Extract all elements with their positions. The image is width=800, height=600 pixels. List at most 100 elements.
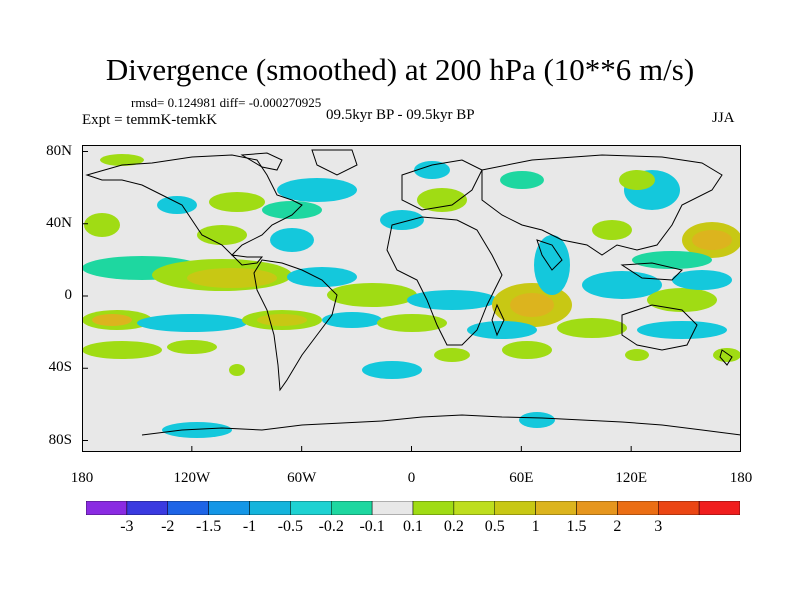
field-blob (414, 161, 450, 179)
colorbar-segment (249, 501, 291, 515)
lat-label: 80S (48, 431, 72, 448)
field-blob (157, 196, 197, 214)
coast-australia (621, 304, 698, 351)
field-blob (417, 188, 467, 212)
colorbar-segment (698, 501, 740, 515)
lat-label: 80N (46, 142, 72, 159)
colorbar-label: -3 (120, 518, 134, 535)
colorbar-label: 1.5 (566, 518, 587, 535)
field-blob (557, 318, 627, 338)
field-blob (672, 270, 732, 290)
coast-africa (386, 216, 503, 346)
lon-label: 180 (70, 470, 94, 486)
lat-label: 40S (48, 359, 72, 376)
map-frame (82, 145, 741, 452)
coast-india (536, 239, 563, 271)
colorbar-label: -0.5 (277, 518, 304, 535)
field-blob (377, 314, 447, 332)
field-blob (137, 314, 247, 332)
field-blob (467, 321, 537, 339)
colorbar-segment (535, 501, 577, 515)
colorbar-segment (576, 501, 618, 515)
season-label: JJA (712, 110, 735, 126)
field-blob (209, 192, 265, 212)
field-blob (500, 171, 544, 189)
colorbar-segment (371, 501, 414, 515)
field-blob (582, 271, 662, 299)
field-blob (229, 364, 245, 376)
lon-label: 120E (615, 470, 647, 486)
field-blob (100, 154, 144, 166)
field-blob (407, 290, 497, 310)
field-blob (692, 230, 732, 250)
field-blob (262, 201, 322, 219)
colorbar-label: -0.2 (318, 518, 344, 535)
field-blob (619, 170, 655, 190)
field-blob (82, 341, 162, 359)
coast-new-zealand (719, 349, 733, 366)
colorbar-segment (658, 501, 700, 515)
coast-north-america (85, 154, 303, 266)
colorbar-label: -1 (242, 518, 257, 535)
field-blob (270, 228, 314, 252)
rmsd-diff-text: rmsd= 0.124981 diff= -0.000270925 (131, 95, 322, 110)
colorbar-segment (617, 501, 659, 515)
field-blob (287, 267, 357, 287)
field-blob (637, 321, 727, 339)
coast-madagascar (491, 303, 505, 337)
field-blob (519, 412, 555, 428)
coast-greenland (311, 149, 358, 176)
colorbar-segment (126, 501, 168, 515)
coast-south-america (253, 259, 338, 392)
colorbar-label: 0.1 (403, 518, 423, 535)
experiment-label: Expt = temmK-temkK (82, 112, 218, 128)
coast-europe (401, 159, 483, 211)
colorbar-label: 1 (531, 518, 540, 535)
coast-asia (481, 154, 723, 256)
colorbar-label: -2 (161, 518, 175, 535)
field-blob (502, 341, 552, 359)
coast-antarctica (141, 414, 741, 436)
field-blob (197, 225, 247, 245)
colorbar-label: 3 (654, 518, 663, 535)
lon-label: 0 (407, 470, 416, 486)
lat-label: 40N (46, 214, 72, 231)
field-blob (92, 314, 132, 326)
colorbar-label: 0.2 (443, 518, 464, 535)
colorbar-label: 2 (613, 518, 622, 535)
lon-label: 60W (287, 470, 317, 486)
field-blob (84, 213, 120, 237)
field-blob (362, 361, 422, 379)
colorbar-label: -1.5 (195, 518, 222, 535)
lon-label: 180 (729, 470, 753, 486)
period-label: 09.5kyr BP - 09.5kyr BP (326, 107, 475, 123)
colorbar (86, 501, 740, 515)
divergence-map (82, 145, 741, 452)
field-blob (327, 283, 417, 307)
plot-title: Divergence (smoothed) at 200 hPa (10**6 … (105, 52, 695, 87)
lat-label: 0 (64, 287, 73, 303)
field-blob (277, 178, 357, 202)
colorbar-segment (167, 501, 209, 515)
field-blob (322, 312, 382, 328)
field-blob (167, 340, 217, 354)
colorbar-segment (453, 501, 495, 515)
colorbar-segment (331, 501, 373, 515)
colorbar-label: 0.5 (484, 518, 505, 535)
coast-arctic-islands (240, 152, 283, 171)
lon-label: 60E (509, 470, 534, 486)
colorbar-segment (290, 501, 332, 515)
field-blob (434, 348, 470, 362)
field-blob (162, 422, 232, 438)
field-blob (257, 314, 307, 326)
coastlines (85, 149, 741, 436)
lon-label: 120W (173, 470, 211, 486)
colorbar-segment (494, 501, 536, 515)
field-blob (187, 268, 277, 288)
divergence-field (82, 154, 741, 438)
field-blob (534, 235, 570, 295)
field-blob (510, 293, 554, 317)
field-blob (592, 220, 632, 240)
field-blob (647, 288, 717, 312)
coast-indonesia (620, 262, 683, 281)
